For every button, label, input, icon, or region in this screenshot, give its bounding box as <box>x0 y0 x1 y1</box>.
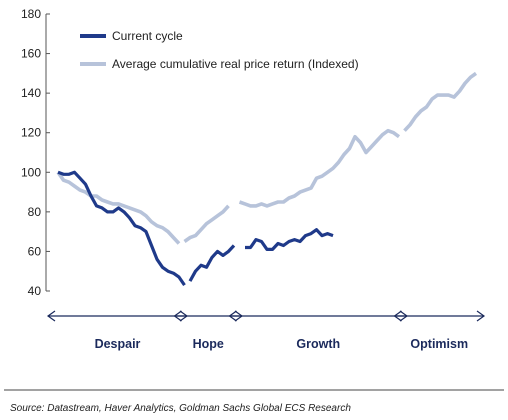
series-layer <box>56 71 478 287</box>
y-tick-label: 120 <box>21 126 41 140</box>
phase-arrow-head-left <box>393 310 402 322</box>
phase-optimism: Optimism <box>393 310 486 351</box>
y-tick-label: 140 <box>21 86 41 100</box>
legend: Current cycle Average cumulative real pr… <box>80 29 359 71</box>
phase-label: Despair <box>95 337 141 351</box>
series-line-segment <box>238 128 401 208</box>
series-line-segment <box>57 170 186 287</box>
y-tick-label: 160 <box>21 47 41 61</box>
series-average-return <box>56 71 478 245</box>
y-axis: 40 60 80 100 120 140 160 180 <box>21 7 50 298</box>
phase-arrow-head-left <box>173 310 182 322</box>
phase-growth: Growth <box>228 310 409 351</box>
phase-arrow-head-right <box>476 310 486 322</box>
phase-arrow-head-left <box>46 310 56 322</box>
y-tick-label: 60 <box>28 244 42 258</box>
series-line-segment <box>188 244 236 282</box>
series-current-cycle <box>57 170 334 287</box>
phase-label: Hope <box>193 337 224 351</box>
y-tick-label: 80 <box>28 205 42 219</box>
series-line-segment <box>403 71 478 132</box>
y-tick-label: 40 <box>28 284 42 298</box>
phase-despair: Despair <box>46 310 189 351</box>
y-tick-label: 100 <box>21 165 41 179</box>
series-line-segment <box>183 204 230 243</box>
phase-arrow-head-left <box>228 310 237 322</box>
series-line-segment <box>245 228 334 251</box>
legend-label-current-cycle: Current cycle <box>112 29 183 43</box>
y-tick-label: 180 <box>21 7 41 21</box>
series-line-segment <box>56 171 181 245</box>
phase-label: Optimism <box>410 337 468 351</box>
phase-label: Growth <box>296 337 340 351</box>
phase-hope: Hope <box>173 310 244 351</box>
legend-label-average-return: Average cumulative real price return (In… <box>112 57 359 71</box>
phase-annotations: Despair Hope Growth Optimism <box>46 310 486 351</box>
source-note: Source: Datastream, Haver Analytics, Gol… <box>10 403 351 414</box>
